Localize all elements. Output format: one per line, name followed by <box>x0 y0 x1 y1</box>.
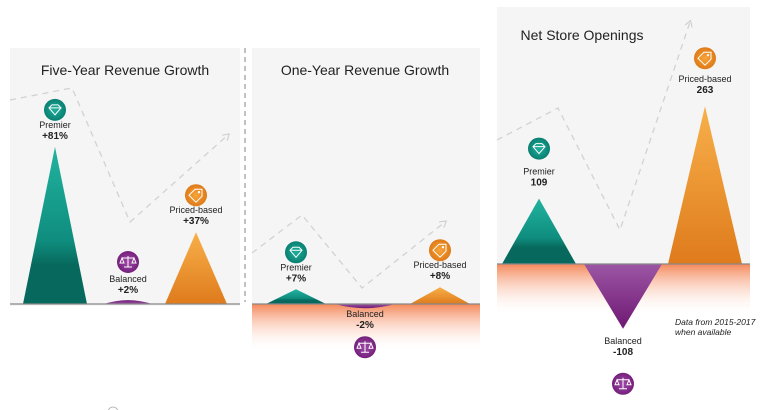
chart-panel-2: One-Year Revenue Growth Premier+7% Balance… <box>251 48 480 359</box>
data-label: 263 <box>697 85 714 96</box>
bar-priced-based <box>410 287 470 304</box>
bar-balanced <box>335 304 395 309</box>
chart-title: Five-Year Revenue Growth <box>41 62 209 78</box>
chart-title: One-Year Revenue Growth <box>281 62 449 78</box>
trend-arrow <box>496 22 690 232</box>
trend-arrow <box>9 87 228 224</box>
category-label: Premier <box>523 167 555 177</box>
footnote: Data from 2015-2017 <box>675 317 756 327</box>
data-label: +2% <box>118 285 138 296</box>
category-label: Balanced <box>604 336 642 346</box>
bar-priced-based <box>668 106 742 264</box>
category-label: Priced-based <box>169 205 222 215</box>
price-tag-icon <box>185 184 207 207</box>
data-label: +81% <box>42 131 68 142</box>
data-label: -2% <box>356 320 374 331</box>
bar-premier <box>23 146 87 304</box>
bar-balanced <box>584 264 662 329</box>
partial-circle <box>107 406 119 410</box>
price-tag-icon <box>694 47 716 70</box>
price-tag-icon <box>429 239 451 262</box>
category-label: Balanced <box>109 274 147 284</box>
category-label: Priced-based <box>678 74 731 84</box>
bar-premier <box>502 198 576 264</box>
data-label: 109 <box>531 178 548 189</box>
trend-arrow <box>251 214 445 289</box>
category-label: Balanced <box>346 309 384 319</box>
scale-icon <box>354 336 376 359</box>
scale-icon <box>117 251 139 273</box>
data-label: +7% <box>286 273 306 284</box>
diamond-icon <box>528 137 550 160</box>
data-label: -108 <box>613 347 633 358</box>
footnote: when available <box>675 327 732 337</box>
category-label: Premier <box>39 120 71 130</box>
chart-panel-1: Five-Year Revenue Growth Premier+81% Balan… <box>9 48 240 306</box>
category-label: Priced-based <box>413 260 466 270</box>
bar-priced-based <box>165 232 227 304</box>
scale-icon <box>612 372 634 395</box>
diamond-icon <box>44 98 66 121</box>
diamond-icon <box>285 241 307 264</box>
bar-premier <box>266 289 326 304</box>
data-label: +37% <box>183 216 209 227</box>
chart-title: Net Store Openings <box>521 27 644 43</box>
panel-background <box>252 48 480 306</box>
data-label: +8% <box>430 271 450 282</box>
category-label: Premier <box>280 262 312 272</box>
bar-balanced <box>104 300 152 304</box>
